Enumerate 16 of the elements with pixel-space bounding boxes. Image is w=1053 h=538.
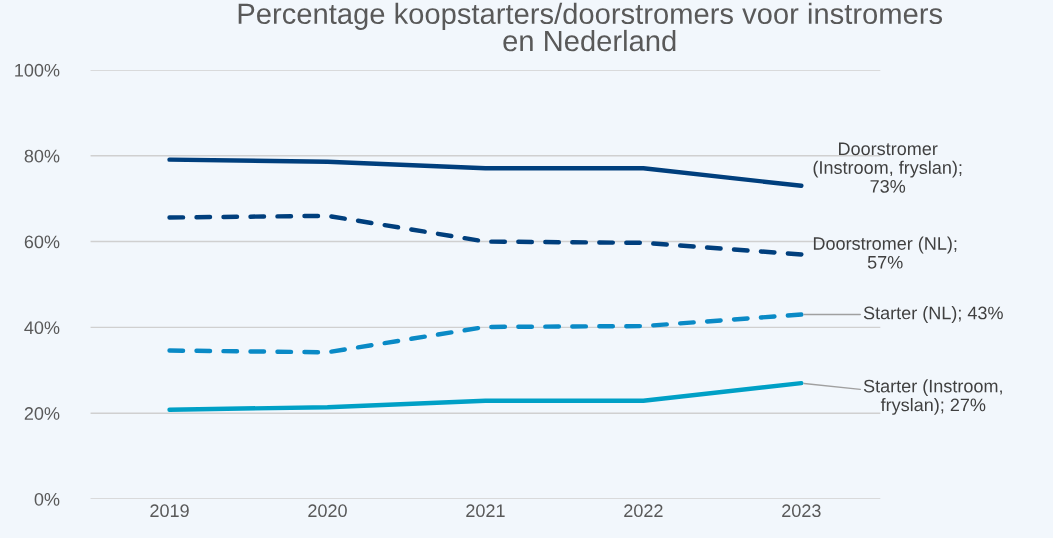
x-tick-label: 2020 — [308, 504, 347, 518]
y-tick-label: 80% — [24, 149, 60, 163]
annotation: Doorstromer (NL); 57% — [813, 236, 957, 269]
annotation: Doorstromer (Instroom, fryslan); 73% — [813, 142, 962, 193]
y-tick-label: 0% — [34, 492, 60, 506]
x-tick-label: 2021 — [466, 504, 505, 518]
y-tick-label: 40% — [24, 321, 60, 335]
x-tick-label: 2019 — [150, 504, 189, 518]
annotation: Starter (NL); 43% — [863, 306, 1003, 323]
annotation: Starter (Instroom, fryslan); 27% — [863, 379, 1002, 415]
x-tick-label: 2023 — [782, 504, 821, 518]
y-tick-label: 20% — [24, 407, 60, 420]
x-tick-label: 2022 — [624, 504, 663, 518]
y-tick-label: 60% — [24, 235, 60, 249]
y-tick-label: 100% — [15, 63, 60, 77]
chart-title: Percentage koopstarters/doorstromers voor instromers en Nederland — [238, 2, 943, 52]
